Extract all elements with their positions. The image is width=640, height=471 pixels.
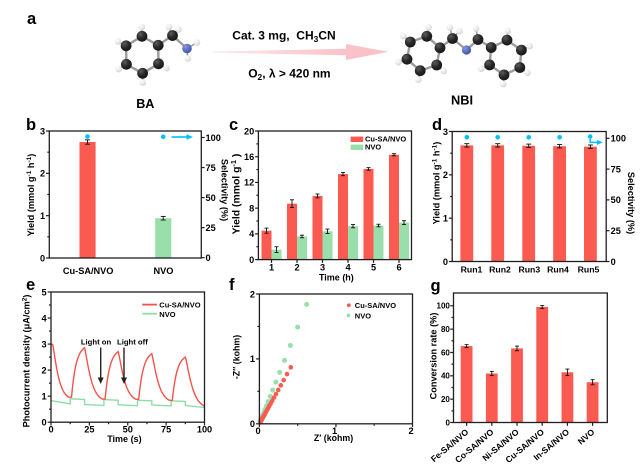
svg-text:16: 16 <box>244 152 254 162</box>
svg-text:100: 100 <box>206 133 221 143</box>
svg-text:0: 0 <box>249 255 254 265</box>
svg-text:Z′ (kohm): Z′ (kohm) <box>314 433 353 443</box>
svg-text:75: 75 <box>206 163 216 173</box>
svg-text:1: 1 <box>41 391 46 401</box>
svg-text:Yield (mmol g-1 h-1): Yield (mmol g-1 h-1) <box>432 142 442 225</box>
svg-text:b: b <box>26 116 36 134</box>
svg-text:Cu-SA/NVO: Cu-SA/NVO <box>63 266 114 276</box>
svg-text:NVO: NVO <box>365 143 381 152</box>
svg-text:g: g <box>431 277 441 295</box>
svg-text:Selectivity (%): Selectivity (%) <box>626 172 636 234</box>
svg-text:3: 3 <box>40 126 45 136</box>
svg-text:Time (h): Time (h) <box>319 273 354 283</box>
svg-text:0: 0 <box>611 257 616 267</box>
svg-text:0: 0 <box>206 253 211 263</box>
svg-text:Yield (mmol g-1 h-1): Yield (mmol g-1 h-1) <box>26 154 36 237</box>
svg-text:0: 0 <box>40 253 45 263</box>
svg-text:100: 100 <box>197 424 212 434</box>
svg-text:2: 2 <box>40 169 45 179</box>
svg-text:4: 4 <box>249 229 255 239</box>
svg-text:12: 12 <box>244 178 254 188</box>
svg-text:Run2: Run2 <box>489 264 511 274</box>
svg-text:a: a <box>27 10 37 28</box>
svg-text:0: 0 <box>443 257 448 267</box>
svg-text:2: 2 <box>250 289 255 299</box>
svg-text:50: 50 <box>206 193 216 203</box>
svg-text:Run1: Run1 <box>461 264 483 274</box>
svg-text:BA: BA <box>136 97 154 111</box>
svg-text:2: 2 <box>294 263 299 273</box>
svg-text:3: 3 <box>41 339 46 349</box>
svg-text:6: 6 <box>396 263 401 273</box>
svg-text:4: 4 <box>345 263 351 273</box>
svg-text:3: 3 <box>320 263 325 273</box>
svg-text:0: 0 <box>250 419 255 429</box>
svg-text:75: 75 <box>611 164 621 174</box>
svg-text:NVO: NVO <box>159 310 175 319</box>
svg-text:Run3: Run3 <box>518 264 540 274</box>
svg-text:5: 5 <box>371 263 376 273</box>
svg-text:60: 60 <box>441 348 450 357</box>
svg-text:25: 25 <box>611 226 621 236</box>
svg-text:1: 1 <box>40 211 45 221</box>
svg-text:0: 0 <box>445 418 450 427</box>
svg-text:0: 0 <box>41 418 46 428</box>
svg-text:20: 20 <box>441 395 450 404</box>
svg-text:4: 4 <box>41 313 47 323</box>
svg-text:0: 0 <box>48 424 53 434</box>
svg-text:50: 50 <box>611 195 621 205</box>
svg-text:40: 40 <box>441 372 450 381</box>
svg-text:Cu-SA/NVO: Cu-SA/NVO <box>159 301 200 310</box>
svg-text:NVO: NVO <box>153 266 173 276</box>
svg-text:25: 25 <box>206 223 216 233</box>
svg-text:NBI: NBI <box>451 92 473 107</box>
svg-text:3: 3 <box>443 127 448 137</box>
svg-text:e: e <box>26 276 35 294</box>
svg-text:75: 75 <box>161 424 171 434</box>
svg-text:8: 8 <box>249 203 254 213</box>
svg-text:80: 80 <box>441 325 450 334</box>
svg-text:Run5: Run5 <box>578 264 600 274</box>
svg-text:1: 1 <box>443 213 448 223</box>
svg-text:Run4: Run4 <box>547 264 569 274</box>
svg-text:100: 100 <box>437 302 451 311</box>
svg-text:Conversion rate (%): Conversion rate (%) <box>428 313 438 400</box>
svg-text:2: 2 <box>443 170 448 180</box>
svg-text:5: 5 <box>41 287 46 297</box>
svg-text:0: 0 <box>255 426 260 436</box>
svg-text:Light off: Light off <box>117 338 148 347</box>
svg-text:2: 2 <box>409 426 414 436</box>
svg-text:Selectivity (%): Selectivity (%) <box>220 159 230 221</box>
svg-text:1: 1 <box>250 354 255 364</box>
svg-text:Photocurrent density (μA/cm2): Photocurrent density (μA/cm2) <box>22 295 32 428</box>
svg-text:c: c <box>229 116 238 134</box>
svg-text:1: 1 <box>269 263 274 273</box>
svg-text:f: f <box>229 276 235 294</box>
svg-text:NVO: NVO <box>355 311 371 320</box>
svg-text:Light on: Light on <box>81 338 112 347</box>
svg-text:Time (s): Time (s) <box>107 434 141 444</box>
svg-text:20: 20 <box>244 126 254 136</box>
svg-text:25: 25 <box>84 424 94 434</box>
svg-text:100: 100 <box>611 134 626 144</box>
svg-text:50: 50 <box>123 424 133 434</box>
svg-text:Cu-SA/NVO: Cu-SA/NVO <box>355 301 396 310</box>
svg-text:d: d <box>432 116 442 134</box>
svg-text:Cat. 3 mg, CH3CN: Cat. 3 mg, CH3CN <box>232 29 335 45</box>
svg-text:-Z″ (kohm): -Z″ (kohm) <box>232 335 242 379</box>
svg-text:2: 2 <box>41 365 46 375</box>
